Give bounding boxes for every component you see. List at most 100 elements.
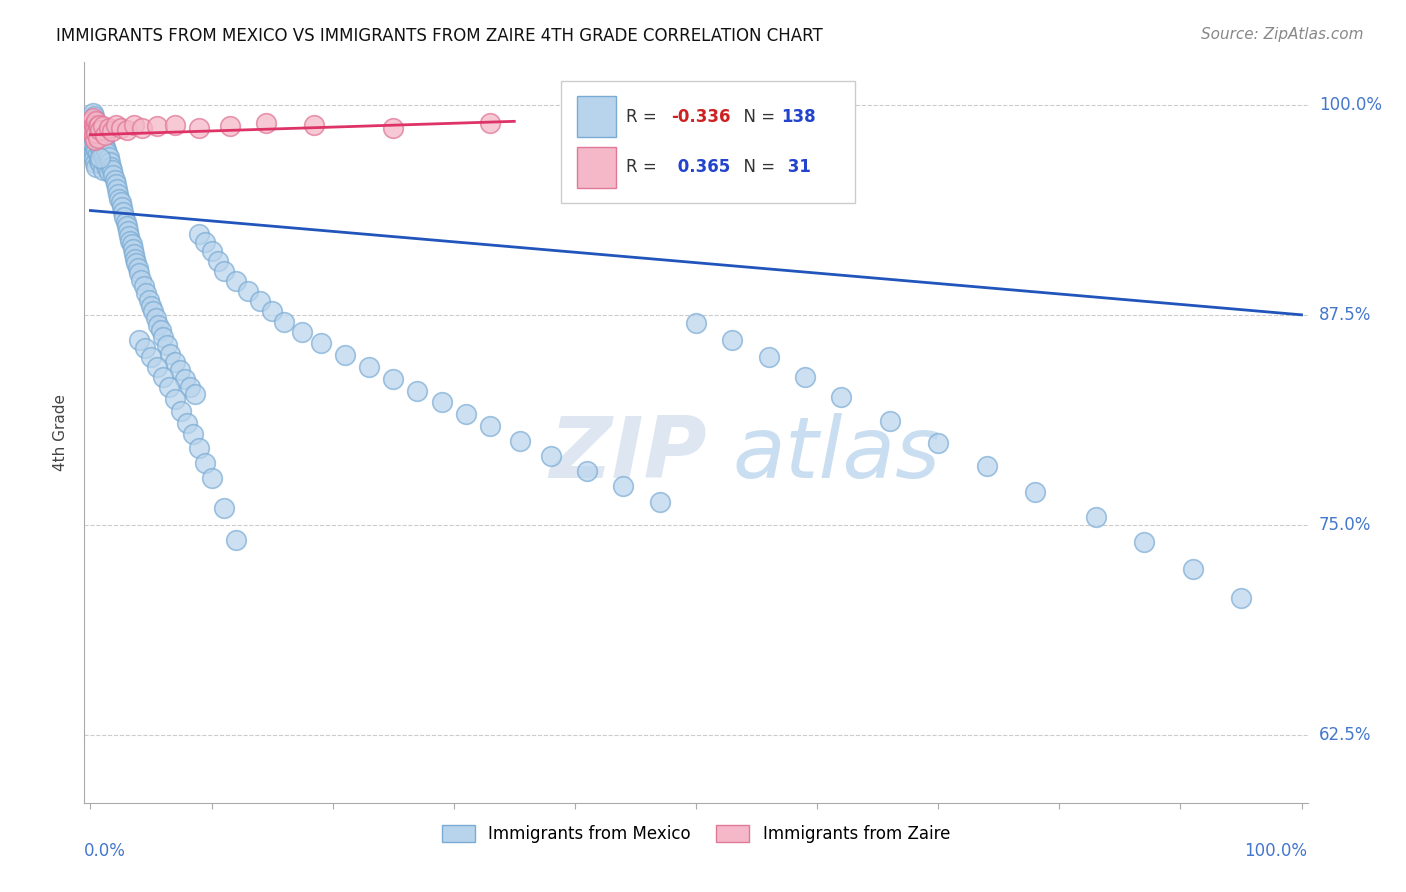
Point [82,128,104,142]
Point [262,304,284,318]
Point [91,148,114,162]
Point [794,370,817,384]
Point [103,168,125,182]
Point [94,128,117,142]
Point [83,133,105,147]
Point [84,133,107,147]
Point [82,118,104,132]
Text: 100.0%: 100.0% [1319,95,1382,113]
Point [225,533,247,548]
Text: R =: R = [626,158,662,177]
Point [91,163,114,178]
Point [97,121,120,136]
Point [176,416,198,430]
Point [194,235,217,250]
Point [479,116,502,130]
Point [1181,562,1204,576]
Text: R =: R = [626,108,662,126]
Point [142,304,165,318]
Point [127,260,149,275]
Point [188,121,211,136]
Point [183,427,205,442]
Point [86,114,108,128]
Point [124,252,146,267]
Point [96,143,118,157]
Text: Source: ZipAtlas.com: Source: ZipAtlas.com [1201,27,1364,42]
Point [509,434,531,448]
Point [165,118,187,132]
Legend: Immigrants from Mexico, Immigrants from Zaire: Immigrants from Mexico, Immigrants from … [434,819,957,850]
Point [87,153,110,167]
Point [101,124,124,138]
Point [134,342,156,356]
Point [111,200,134,214]
Point [212,501,235,516]
FancyBboxPatch shape [561,81,855,203]
Point [139,300,162,314]
Point [93,136,115,151]
Point [128,266,150,280]
FancyBboxPatch shape [578,147,616,187]
Point [291,325,314,339]
Text: 87.5%: 87.5% [1319,306,1371,324]
Point [96,146,118,161]
Point [104,118,127,132]
Y-axis label: 4th Grade: 4th Grade [53,394,69,471]
Text: 100.0%: 100.0% [1244,842,1308,860]
Point [89,122,111,136]
Point [104,177,127,191]
Point [454,407,477,421]
Point [86,120,108,134]
Point [165,392,187,406]
Point [80,135,103,149]
Point [84,156,107,170]
Point [86,126,108,140]
Point [1024,484,1046,499]
Point [976,459,998,474]
Point [96,158,118,172]
Point [105,181,128,195]
Point [207,254,229,268]
Text: N =: N = [733,158,780,177]
Point [125,255,148,269]
Point [117,224,139,238]
Point [758,350,780,364]
Point [94,154,117,169]
Text: 75.0%: 75.0% [1319,516,1371,534]
Point [1084,509,1107,524]
Point [82,111,104,125]
Point [86,120,108,134]
Point [82,106,104,120]
Point [188,441,211,455]
Point [122,118,145,132]
Point [86,143,108,157]
Point [152,329,174,343]
Point [149,323,172,337]
Point [212,264,235,278]
Point [80,114,103,128]
Point [236,285,259,299]
Text: atlas: atlas [733,413,941,496]
Point [304,118,326,132]
Point [173,372,195,386]
Point [91,133,114,147]
Point [80,114,103,128]
Point [94,139,117,153]
Text: 31: 31 [782,158,810,177]
Point [575,464,598,478]
Text: 0.0%: 0.0% [84,842,127,860]
Point [82,122,104,136]
Point [97,150,120,164]
Point [830,390,852,404]
Text: IMMIGRANTS FROM MEXICO VS IMMIGRANTS FROM ZAIRE 4TH GRADE CORRELATION CHART: IMMIGRANTS FROM MEXICO VS IMMIGRANTS FRO… [56,27,823,45]
Point [80,126,103,140]
Point [86,160,108,174]
Point [152,370,174,384]
Point [87,118,110,132]
Point [118,228,141,243]
Point [86,116,108,130]
Point [80,122,103,136]
Point [83,129,105,144]
Point [148,318,170,332]
Point [87,137,110,152]
